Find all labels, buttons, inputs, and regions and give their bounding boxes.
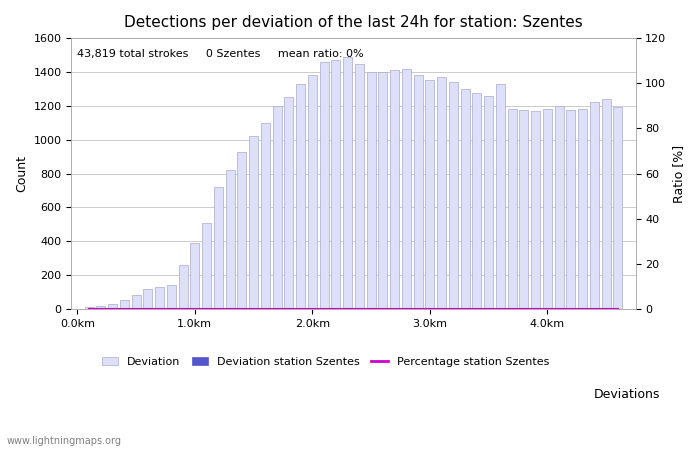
Bar (578, 109, 587, 309)
Legend: Deviation, Deviation station Szentes, Percentage station Szentes: Deviation, Deviation station Szentes, Pe… (97, 352, 554, 371)
Bar (531, 111, 540, 309)
Bar (225, 170, 234, 309)
Bar (85, 307, 94, 309)
Text: www.lightningmaps.org: www.lightningmaps.org (7, 436, 122, 446)
Bar (554, 106, 564, 309)
Bar (202, 223, 211, 309)
Bar (144, 288, 153, 309)
Bar (155, 287, 164, 309)
Bar (320, 62, 328, 309)
Y-axis label: Ratio [%]: Ratio [%] (672, 144, 685, 203)
Bar (543, 109, 552, 309)
Bar (308, 75, 317, 309)
Bar (190, 243, 199, 309)
Bar (449, 82, 458, 309)
Text: 43,819 total strokes     0 Szentes     mean ratio: 0%: 43,819 total strokes 0 Szentes mean rati… (77, 49, 364, 59)
Bar (566, 110, 575, 309)
Bar (461, 89, 470, 309)
Bar (613, 107, 622, 309)
Bar (379, 72, 387, 309)
Bar (97, 306, 105, 309)
Bar (343, 57, 352, 309)
Bar (414, 75, 423, 309)
Bar (237, 152, 246, 309)
Bar (426, 81, 435, 309)
Bar (484, 96, 493, 309)
Bar (473, 93, 482, 309)
Bar (178, 265, 188, 309)
Bar (284, 97, 293, 309)
Bar (331, 60, 340, 309)
Bar (261, 123, 270, 309)
Bar (602, 99, 610, 309)
Bar (214, 187, 223, 309)
Bar (590, 103, 599, 309)
Bar (355, 63, 364, 309)
Bar (249, 136, 258, 309)
Title: Detections per deviation of the last 24h for station: Szentes: Detections per deviation of the last 24h… (124, 15, 583, 30)
Bar (132, 295, 141, 309)
Bar (367, 72, 376, 309)
Bar (108, 304, 117, 309)
Bar (508, 109, 517, 309)
Bar (390, 70, 399, 309)
Bar (496, 84, 505, 309)
Bar (167, 285, 176, 309)
Text: Deviations: Deviations (594, 388, 659, 401)
Bar (402, 68, 411, 309)
Bar (519, 110, 528, 309)
Bar (438, 77, 446, 309)
Bar (120, 301, 129, 309)
Y-axis label: Count: Count (15, 155, 28, 192)
Bar (272, 106, 281, 309)
Bar (296, 84, 305, 309)
